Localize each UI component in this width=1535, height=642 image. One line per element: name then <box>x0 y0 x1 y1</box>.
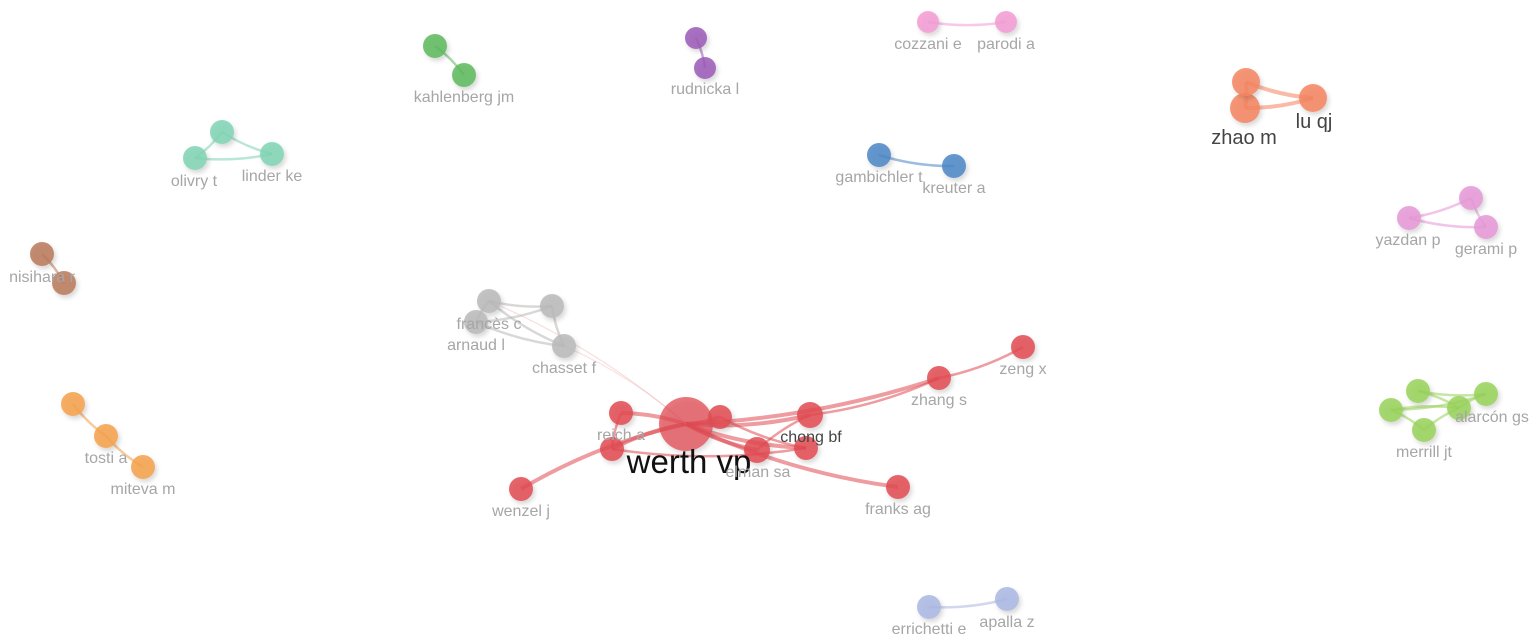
node-arnaud_l[interactable] <box>464 310 488 334</box>
node-rudnicka_l[interactable] <box>694 57 716 79</box>
node-parodi_a[interactable] <box>995 11 1017 33</box>
node-reich_a[interactable] <box>609 401 633 425</box>
label-elman_sa: elman sa <box>726 464 791 481</box>
node-linder_ke[interactable] <box>260 142 284 166</box>
label-zhang_s: zhang s <box>911 392 967 409</box>
label-chong_bf: chong bf <box>780 429 842 446</box>
label-lu_qj: lu qj <box>1296 111 1333 133</box>
node-lime_u3[interactable] <box>1474 382 1498 406</box>
label-reich_a: reich a <box>597 427 645 444</box>
label-chasset_f: chasset f <box>532 360 597 377</box>
node-zhang_s[interactable] <box>927 366 951 390</box>
node-olivry_t[interactable] <box>183 146 207 170</box>
label-kahlenberg_jm: kahlenberg jm <box>414 89 515 106</box>
node-red_u3[interactable] <box>794 436 818 460</box>
edge-chong_bf-zhang_s <box>809 376 940 417</box>
node-red_u1[interactable] <box>600 437 624 461</box>
node-gray_u1[interactable] <box>540 294 564 318</box>
label-tosti_a: tosti a <box>85 450 128 467</box>
label-miteva_m: miteva m <box>111 481 176 498</box>
node-chasset_f[interactable] <box>552 334 576 358</box>
edge-werth_vp-franks_ag <box>685 422 899 489</box>
node-magenta_u1[interactable] <box>1459 186 1483 210</box>
edge-red_u1-red_u3 <box>611 446 807 458</box>
label-olivry_t: olivry t <box>171 173 218 190</box>
node-frances_c[interactable] <box>477 289 501 313</box>
node-merrill_jt[interactable] <box>1412 418 1436 442</box>
node-kahlenberg_jm[interactable] <box>452 63 476 87</box>
node-werth_vp[interactable] <box>659 397 713 451</box>
label-layer: werth vp chong bf reich a elman sa zhang s ze… <box>9 36 1529 638</box>
label-linder_ke: linder ke <box>242 168 303 185</box>
label-wenzel_j: wenzel j <box>491 503 550 520</box>
label-merrill_jt: merrill jt <box>1396 444 1453 461</box>
label-kreuter_a: kreuter a <box>922 180 985 197</box>
node-apalla_z[interactable] <box>995 587 1019 611</box>
node-salmon_u1[interactable] <box>1232 68 1260 96</box>
node-miteva_m[interactable] <box>131 455 155 479</box>
label-zeng_x: zeng x <box>999 361 1046 378</box>
label-yazdan_p: yazdan p <box>1376 232 1441 249</box>
node-lu_qj[interactable] <box>1299 84 1327 112</box>
node-tosti_a[interactable] <box>94 424 118 448</box>
node-lime_u2[interactable] <box>1406 379 1430 403</box>
edge-cozzani_e-parodi_a <box>927 20 1007 27</box>
label-zhao_m: zhao m <box>1211 127 1277 149</box>
node-nisihara_r[interactable] <box>52 271 76 295</box>
node-green_u1[interactable] <box>423 34 447 58</box>
label-errichetti_e: errichetti e <box>892 621 967 638</box>
node-lime_u1[interactable] <box>1379 398 1403 422</box>
label-rudnicka_l: rudnicka l <box>671 81 739 98</box>
node-purple_u1[interactable] <box>685 27 707 49</box>
node-teal_u1[interactable] <box>210 120 234 144</box>
node-cozzani_e[interactable] <box>917 11 939 33</box>
node-alarcon_gs[interactable] <box>1447 396 1471 420</box>
node-kreuter_a[interactable] <box>942 154 966 178</box>
edge-layer <box>41 20 1488 609</box>
node-wenzel_j[interactable] <box>509 477 533 501</box>
node-zhao_m[interactable] <box>1230 93 1260 123</box>
node-orange_u1[interactable] <box>61 392 85 416</box>
label-cozzani_e: cozzani e <box>894 36 962 53</box>
node-gambichler_t[interactable] <box>867 143 891 167</box>
label-frances_c: francès c <box>457 316 522 333</box>
label-apalla_z: apalla z <box>979 614 1034 631</box>
node-brown_u1[interactable] <box>30 242 54 266</box>
label-parodi_a: parodi a <box>977 36 1035 53</box>
label-werth_vp: werth vp <box>626 443 752 480</box>
label-gambichler_t: gambichler t <box>835 169 923 186</box>
node-chong_bf[interactable] <box>797 402 823 428</box>
node-red_u2[interactable] <box>708 405 732 429</box>
edge-werth_vp-frances_c <box>488 300 687 425</box>
node-errichetti_e[interactable] <box>917 595 941 619</box>
node-zeng_x[interactable] <box>1011 335 1035 359</box>
label-arnaud_l: arnaud l <box>447 337 505 354</box>
node-elman_sa[interactable] <box>744 437 770 463</box>
label-nisihara_r: nisihara r <box>9 269 75 286</box>
node-gerami_p[interactable] <box>1474 215 1498 239</box>
label-alarcon_gs: alarcón gs <box>1455 409 1529 426</box>
label-franks_ag: franks ag <box>865 501 931 518</box>
label-gerami_p: gerami p <box>1455 241 1517 258</box>
node-yazdan_p[interactable] <box>1397 206 1421 230</box>
node-franks_ag[interactable] <box>886 475 910 499</box>
node-layer <box>30 11 1498 619</box>
